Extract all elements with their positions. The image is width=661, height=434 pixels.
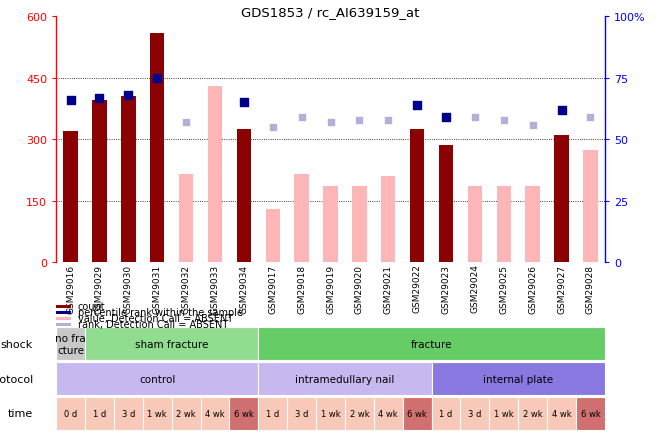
Bar [121, 97, 136, 263]
Bar [410, 130, 424, 263]
FancyBboxPatch shape [489, 397, 518, 430]
FancyBboxPatch shape [432, 397, 461, 430]
FancyBboxPatch shape [547, 397, 576, 430]
FancyBboxPatch shape [258, 397, 287, 430]
Text: intramedullary nail: intramedullary nail [295, 374, 395, 384]
Text: 1 d: 1 d [440, 409, 453, 418]
Text: sham fracture: sham fracture [135, 339, 208, 349]
Point [498, 117, 509, 124]
Bar [93, 101, 106, 263]
Point [383, 117, 393, 124]
Text: count: count [78, 302, 105, 312]
FancyBboxPatch shape [518, 397, 547, 430]
Point [296, 115, 307, 122]
Text: no fra
cture: no fra cture [56, 333, 86, 355]
FancyBboxPatch shape [172, 397, 200, 430]
Bar [352, 187, 367, 263]
Bar [56, 311, 71, 314]
FancyBboxPatch shape [316, 397, 345, 430]
FancyBboxPatch shape [114, 397, 143, 430]
Text: GDS1853 / rc_AI639159_at: GDS1853 / rc_AI639159_at [241, 7, 420, 20]
Point [325, 119, 336, 126]
Text: 4 wk: 4 wk [379, 409, 398, 418]
Text: internal plate: internal plate [483, 374, 553, 384]
FancyBboxPatch shape [258, 362, 432, 395]
Text: 1 wk: 1 wk [321, 409, 340, 418]
Bar [555, 136, 568, 263]
FancyBboxPatch shape [403, 397, 432, 430]
Bar [468, 187, 482, 263]
Point [585, 115, 596, 122]
Bar [208, 87, 222, 263]
Text: control: control [139, 374, 175, 384]
FancyBboxPatch shape [56, 328, 85, 360]
Bar [266, 210, 280, 263]
Bar [63, 132, 78, 263]
FancyBboxPatch shape [461, 397, 489, 430]
Bar [56, 305, 71, 308]
Bar [496, 187, 511, 263]
Text: fracture: fracture [411, 339, 452, 349]
FancyBboxPatch shape [56, 397, 85, 430]
Text: value, Detection Call = ABSENT: value, Detection Call = ABSENT [78, 313, 233, 323]
Text: 6 wk: 6 wk [407, 409, 427, 418]
Bar [150, 34, 165, 263]
Point [123, 92, 134, 99]
Text: 6 wk: 6 wk [234, 409, 254, 418]
Bar [583, 150, 598, 263]
Point [181, 119, 192, 126]
FancyBboxPatch shape [287, 397, 316, 430]
Text: percentile rank within the sample: percentile rank within the sample [78, 308, 243, 318]
Text: 3 d: 3 d [468, 409, 482, 418]
FancyBboxPatch shape [345, 397, 374, 430]
Text: 0 d: 0 d [64, 409, 77, 418]
FancyBboxPatch shape [200, 397, 229, 430]
FancyBboxPatch shape [374, 397, 403, 430]
FancyBboxPatch shape [143, 397, 172, 430]
FancyBboxPatch shape [432, 362, 605, 395]
Text: 3 d: 3 d [122, 409, 135, 418]
Bar [56, 317, 71, 320]
Text: 4 wk: 4 wk [552, 409, 571, 418]
Point [239, 100, 249, 107]
Text: 1 wk: 1 wk [494, 409, 514, 418]
FancyBboxPatch shape [85, 397, 114, 430]
Text: 4 wk: 4 wk [205, 409, 225, 418]
Text: 6 wk: 6 wk [580, 409, 600, 418]
FancyBboxPatch shape [229, 397, 258, 430]
Text: 2 wk: 2 wk [350, 409, 369, 418]
FancyBboxPatch shape [576, 397, 605, 430]
Point [412, 102, 422, 109]
Text: protocol: protocol [0, 374, 33, 384]
FancyBboxPatch shape [56, 362, 258, 395]
FancyBboxPatch shape [258, 328, 605, 360]
Text: 1 d: 1 d [93, 409, 106, 418]
Text: 3 d: 3 d [295, 409, 308, 418]
Point [441, 115, 451, 122]
Point [354, 117, 365, 124]
Bar [56, 323, 71, 326]
Point [527, 122, 538, 129]
Bar [294, 175, 309, 263]
FancyBboxPatch shape [85, 328, 258, 360]
Text: shock: shock [1, 339, 33, 349]
Bar [237, 130, 251, 263]
Bar [525, 187, 540, 263]
Point [469, 115, 480, 122]
Text: 1 wk: 1 wk [147, 409, 167, 418]
Text: 2 wk: 2 wk [523, 409, 543, 418]
Point [65, 97, 76, 104]
Point [152, 75, 163, 82]
Point [95, 95, 105, 102]
Bar [323, 187, 338, 263]
Bar [439, 146, 453, 263]
Bar [179, 175, 193, 263]
Point [556, 107, 566, 114]
Bar [381, 177, 395, 263]
Text: time: time [8, 408, 33, 418]
Point [268, 124, 278, 131]
Text: 1 d: 1 d [266, 409, 280, 418]
Text: rank, Detection Call = ABSENT: rank, Detection Call = ABSENT [78, 319, 228, 329]
Text: 2 wk: 2 wk [176, 409, 196, 418]
